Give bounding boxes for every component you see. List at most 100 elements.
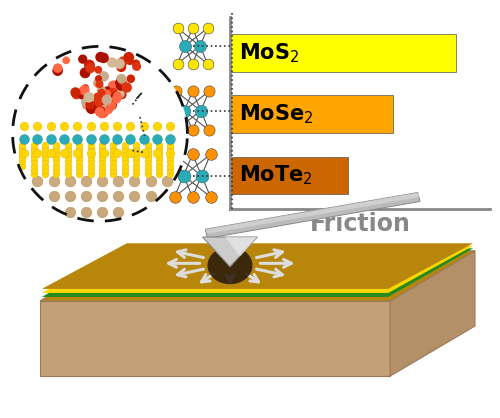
Point [52,162,60,169]
Point [101,107,109,114]
Point [206,194,214,200]
Point [126,58,134,64]
Point [52,158,60,165]
Point [144,146,152,153]
Point [116,90,124,97]
Point [64,166,72,173]
Point [60,149,68,156]
Point [75,166,83,173]
Point [86,142,94,148]
Point [98,166,106,173]
Point [126,123,134,130]
Point [72,91,80,98]
Point [86,154,94,161]
Point [146,192,154,199]
Point [188,60,196,67]
Point [132,158,140,165]
Point [52,146,60,153]
Point [110,142,118,148]
Point [155,146,163,153]
Point [83,95,91,102]
Point [94,80,102,87]
Point [75,150,83,157]
Circle shape [208,247,252,284]
Point [188,194,196,200]
Point [94,75,102,82]
Point [205,88,213,94]
Point [113,93,121,99]
Point [166,146,174,153]
Point [82,84,90,91]
Point [113,149,121,156]
Point [140,149,147,156]
Point [197,107,205,114]
Point [166,142,174,148]
Point [106,105,114,112]
Point [98,154,106,161]
Point [78,56,86,62]
Point [100,149,108,156]
Point [100,111,108,117]
Point [98,110,106,116]
Point [144,154,152,161]
Point [144,170,152,177]
Point [104,106,112,112]
Point [206,151,214,158]
Point [120,166,128,173]
Point [98,96,106,103]
Text: MoTe$_2$: MoTe$_2$ [239,163,312,187]
Point [108,102,116,108]
Point [180,107,188,114]
Point [75,142,83,148]
Point [102,91,110,98]
Point [30,142,38,148]
Point [100,73,108,80]
Point [64,150,72,157]
Point [86,65,94,71]
Point [116,76,124,82]
Point [172,88,180,94]
Point [120,146,128,153]
Point [86,150,94,157]
Point [94,82,102,88]
Point [166,149,174,156]
Point [98,192,106,199]
Point [18,154,26,161]
Point [166,150,174,157]
Point [130,192,138,199]
Point [146,178,154,185]
Point [95,102,103,109]
Point [86,146,94,153]
Point [30,162,38,169]
Point [52,150,60,157]
Point [166,123,174,130]
Point [204,60,212,67]
Point [110,170,118,177]
Point [114,79,122,86]
Point [188,25,196,32]
Point [124,54,132,61]
Point [66,178,74,185]
Point [155,166,163,173]
Point [98,150,106,157]
Point [120,150,128,157]
Point [132,162,140,169]
Point [73,136,81,143]
Point [103,87,111,93]
Point [126,136,134,143]
Point [20,123,28,130]
Point [122,84,130,91]
Point [95,99,103,106]
Polygon shape [42,243,473,289]
Point [50,178,58,185]
Point [98,107,106,114]
Point [170,151,178,158]
Point [118,75,126,82]
Point [86,166,94,173]
Point [34,178,42,185]
Point [86,149,94,156]
Point [62,57,70,64]
Point [86,62,94,69]
Point [82,192,90,199]
Point [116,61,124,67]
